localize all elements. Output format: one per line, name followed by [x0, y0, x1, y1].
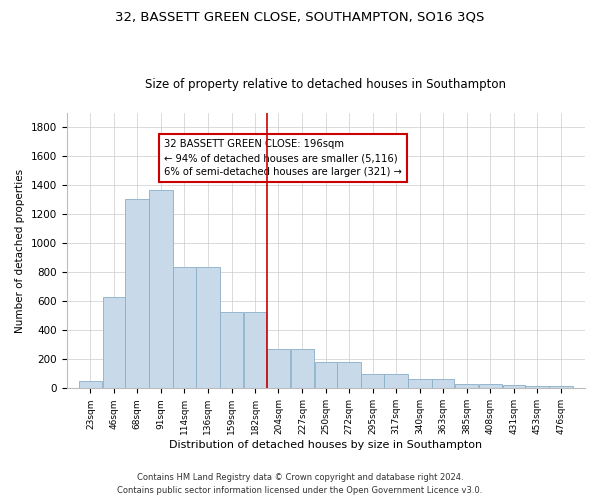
Bar	[267, 349, 290, 389]
Bar	[455, 384, 478, 388]
Bar	[550, 386, 573, 388]
Bar	[479, 384, 502, 388]
Bar	[173, 266, 196, 388]
X-axis label: Distribution of detached houses by size in Southampton: Distribution of detached houses by size …	[169, 440, 482, 450]
Bar	[244, 312, 266, 388]
Bar	[290, 349, 314, 389]
Bar	[103, 297, 125, 388]
Text: 32 BASSETT GREEN CLOSE: 196sqm
← 94% of detached houses are smaller (5,116)
6% o: 32 BASSETT GREEN CLOSE: 196sqm ← 94% of …	[164, 139, 401, 177]
Bar	[361, 374, 384, 388]
Bar	[79, 381, 102, 388]
Y-axis label: Number of detached properties: Number of detached properties	[15, 168, 25, 332]
Bar	[384, 374, 407, 388]
Title: Size of property relative to detached houses in Southampton: Size of property relative to detached ho…	[145, 78, 506, 91]
Bar	[149, 190, 173, 388]
Bar	[432, 379, 454, 388]
Bar	[526, 386, 549, 388]
Bar	[503, 384, 525, 388]
Bar	[314, 362, 337, 388]
Bar	[196, 266, 220, 388]
Bar	[337, 362, 361, 388]
Bar	[408, 379, 431, 388]
Text: Contains HM Land Registry data © Crown copyright and database right 2024.
Contai: Contains HM Land Registry data © Crown c…	[118, 474, 482, 495]
Bar	[220, 312, 244, 388]
Bar	[125, 198, 149, 388]
Text: 32, BASSETT GREEN CLOSE, SOUTHAMPTON, SO16 3QS: 32, BASSETT GREEN CLOSE, SOUTHAMPTON, SO…	[115, 10, 485, 23]
